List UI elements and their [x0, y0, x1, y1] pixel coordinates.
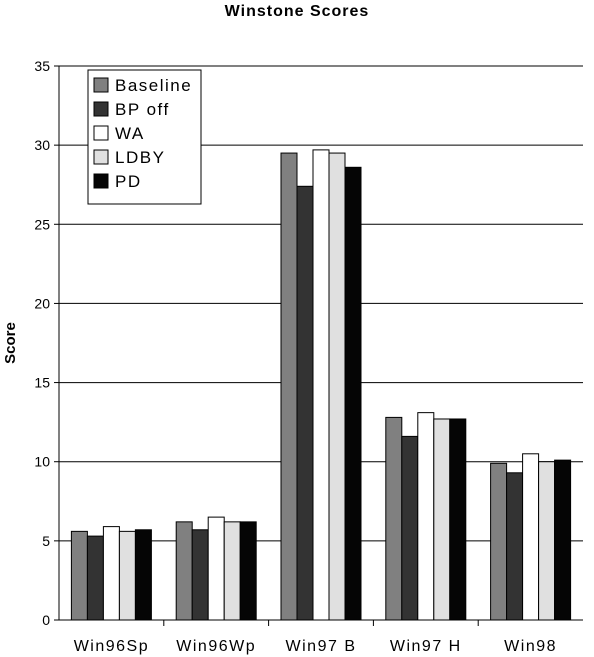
- y-tick-label: 10: [34, 454, 50, 470]
- legend-swatch: [93, 77, 109, 93]
- bar-pd-win98: [554, 459, 572, 621]
- legend-entry: BP off: [115, 100, 170, 119]
- bar-ldby-win98: [538, 461, 556, 621]
- category-label: Win97 H: [390, 638, 462, 655]
- bar-baseline-win98: [490, 462, 508, 621]
- bar-bp-off-win96sp: [86, 535, 104, 621]
- chart-title: Winstone Scores: [225, 3, 370, 20]
- legend-swatch: [93, 149, 109, 165]
- bar-bp-off-win96wp: [191, 529, 209, 621]
- bar-pd-win97-h: [449, 418, 467, 621]
- y-tick-label: 15: [34, 375, 50, 391]
- y-tick-label: 30: [34, 137, 50, 153]
- bar-ldby-win96sp: [118, 530, 136, 621]
- bar-wa-win96sp: [102, 526, 120, 621]
- category-label: Win96Wp: [176, 638, 256, 655]
- bar-bp-off-win98: [506, 472, 524, 621]
- bar-ldby-win97-b: [328, 152, 346, 621]
- y-axis-label: Score: [2, 322, 19, 364]
- bar-baseline-win97-b: [280, 152, 298, 621]
- y-tick-label: 25: [34, 216, 50, 232]
- category-label: Win97 B: [286, 638, 357, 655]
- bar-pd-win97-b: [344, 166, 362, 621]
- y-tick-labels: 0 5 10 15 20 25 30 35: [34, 58, 50, 628]
- y-tick-label: 5: [42, 533, 50, 549]
- bar-pd-win96sp: [134, 529, 152, 621]
- legend-swatch: [93, 173, 109, 189]
- category-labels: Win96Sp Win96Wp Win97 B Win97 H Win98: [74, 638, 557, 655]
- bar-wa-win97-h: [417, 412, 435, 621]
- legend-entry: Baseline: [115, 76, 192, 95]
- bar-bp-off-win97-b: [296, 185, 314, 621]
- bars: [70, 149, 572, 621]
- legend-entry: LDBY: [115, 148, 165, 167]
- bar-wa-win98: [522, 453, 540, 621]
- bar-baseline-win96wp: [175, 521, 193, 621]
- bar-ldby-win97-h: [433, 418, 451, 621]
- legend-entry: WA: [115, 124, 145, 143]
- legend-swatch: [93, 125, 109, 141]
- y-tick-label: 0: [42, 612, 50, 628]
- bar-baseline-win97-h: [385, 416, 403, 621]
- legend: Baseline BP off WA LDBY PD: [87, 69, 202, 205]
- category-label: Win98: [504, 638, 557, 655]
- legend-swatch: [93, 101, 109, 117]
- bar-wa-win97-b: [312, 149, 330, 621]
- legend-entry: PD: [115, 172, 142, 191]
- category-label: Win96Sp: [74, 638, 149, 655]
- bar-ldby-win96wp: [223, 521, 241, 621]
- bar-baseline-win96sp: [70, 530, 88, 621]
- bar-wa-win96wp: [207, 516, 225, 621]
- y-tick-label: 20: [34, 295, 50, 311]
- y-tick-label: 35: [34, 58, 50, 74]
- axes: [54, 65, 583, 626]
- bar-bp-off-win97-h: [401, 435, 419, 621]
- bar-pd-win96wp: [239, 521, 257, 621]
